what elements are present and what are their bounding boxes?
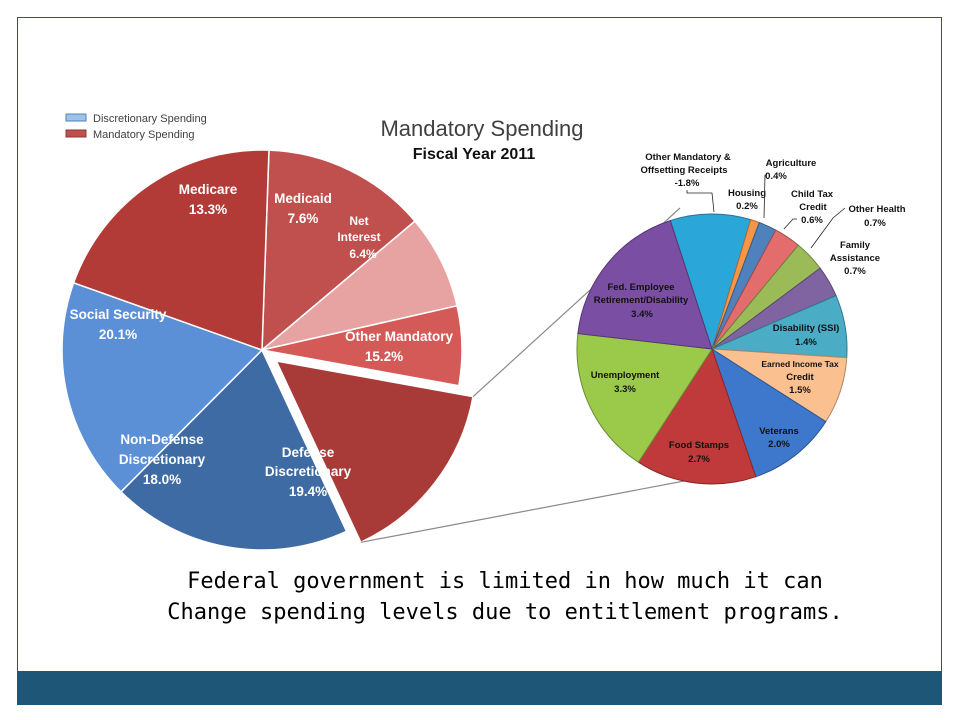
- label-family-line1: Family: [840, 240, 871, 251]
- label-ssi-name: Disability (SSI): [773, 323, 840, 334]
- label-veterans-value: 2.0%: [768, 439, 790, 450]
- label-medicaid-name: Medicaid: [274, 191, 332, 206]
- label-agriculture-name: Agriculture: [766, 158, 817, 169]
- label-receipts-line2: Offsetting Receipts: [640, 165, 727, 176]
- label-eitc-line2: Credit: [786, 372, 814, 383]
- slice-other-mandatory: [274, 359, 474, 544]
- legend-swatch-mandatory: [65, 129, 87, 138]
- label-other-health-name: Other Health: [848, 204, 905, 215]
- caption-line-2: Change spending levels due to entitlemen…: [167, 600, 843, 625]
- legend-label-mandatory: Mandatory Spending: [93, 129, 195, 141]
- label-net-interest-line2: Interest: [337, 230, 380, 244]
- label-ssi-value: 1.4%: [795, 337, 817, 348]
- slice-medicare: [261, 149, 416, 352]
- label-housing-value: 0.2%: [736, 201, 758, 212]
- main-pie-labels: Medicare 13.3% Medicaid 7.6% Net Interes…: [70, 182, 454, 499]
- slice-defense: [119, 348, 348, 551]
- label-other-health-value: 0.7%: [864, 218, 886, 229]
- label-defense-line1: Defense: [282, 445, 335, 460]
- label-social-security-name: Social Security: [70, 307, 167, 322]
- breakdown-slice-other-mandatory-receipts: [669, 213, 752, 351]
- label-non-defense-line2: Discretionary: [119, 452, 206, 467]
- label-receipts-line1: Other Mandatory &: [645, 152, 731, 163]
- label-family-value: 0.7%: [844, 266, 866, 277]
- label-agriculture-value: 0.4%: [765, 171, 787, 182]
- label-veterans-name: Veterans: [759, 426, 799, 437]
- caption-line-1: Federal government is limited in how muc…: [187, 569, 823, 594]
- legend-swatch-discretionary: [65, 113, 87, 122]
- label-housing-name: Housing: [728, 188, 766, 199]
- leader-receipts: [686, 190, 715, 213]
- label-eitc-line1: Earned Income Tax: [761, 359, 839, 369]
- breakdown-slice-unemployment: [576, 333, 713, 463]
- leader-child-tax: [783, 218, 797, 230]
- label-medicare-value: 13.3%: [189, 202, 227, 217]
- breakdown-slice-fed-employee: [577, 219, 713, 350]
- label-family-line2: Assistance: [830, 253, 880, 264]
- slide-caption: Federal government is limited in how muc…: [120, 566, 890, 628]
- label-child-tax-line2: Credit: [799, 202, 827, 213]
- label-non-defense-line1: Non-Defense: [120, 432, 204, 447]
- slice-medicaid: [261, 220, 458, 351]
- slice-net-interest: [261, 304, 463, 387]
- label-medicare-name: Medicare: [179, 182, 238, 197]
- slice-social-security: [72, 149, 270, 352]
- legend: Discretionary Spending Mandatory Spendin…: [65, 113, 207, 141]
- label-food-stamps-value: 2.7%: [688, 454, 710, 465]
- slice-non-defense: [61, 281, 264, 493]
- legend-label-discretionary: Discretionary Spending: [93, 113, 207, 125]
- label-other-mandatory-name: Other Mandatory: [345, 329, 454, 344]
- label-eitc-value: 1.5%: [789, 385, 811, 396]
- breakdown-pie: [576, 213, 848, 485]
- label-receipts-value: -1.8%: [675, 178, 700, 189]
- leader-other-health: [810, 207, 846, 249]
- label-fed-employee-line2: Retirement/Disability: [594, 295, 689, 306]
- footer-bar: [17, 671, 942, 705]
- breakdown-slice-food-stamps: [637, 347, 757, 485]
- chart-title: Mandatory Spending: [380, 116, 583, 141]
- label-child-tax-value: 0.6%: [801, 215, 823, 226]
- label-food-stamps-name: Food Stamps: [669, 440, 729, 451]
- label-net-interest-line1: Net: [349, 214, 368, 228]
- label-fed-employee-value: 3.4%: [631, 309, 653, 320]
- label-defense-value: 19.4%: [289, 484, 327, 499]
- leader-agriculture: [763, 174, 766, 219]
- label-net-interest-value: 6.4%: [349, 247, 377, 261]
- breakdown-slice-veterans: [711, 347, 827, 478]
- label-social-security-value: 20.1%: [99, 327, 137, 342]
- label-fed-employee-line1: Fed. Employee: [607, 282, 674, 293]
- label-child-tax-line1: Child Tax: [791, 189, 834, 200]
- label-unemployment-name: Unemployment: [591, 370, 660, 381]
- label-other-mandatory-value: 15.2%: [365, 349, 403, 364]
- label-non-defense-value: 18.0%: [143, 472, 181, 487]
- label-defense-line2: Discretionary: [265, 464, 352, 479]
- label-medicaid-value: 7.6%: [288, 211, 319, 226]
- label-unemployment-value: 3.3%: [614, 384, 636, 395]
- breakdown-pie-labels: Other Mandatory & Offsetting Receipts -1…: [591, 152, 906, 465]
- chart-subtitle: Fiscal Year 2011: [413, 146, 536, 163]
- connector-line-2: [360, 477, 701, 543]
- main-pie: [61, 149, 474, 551]
